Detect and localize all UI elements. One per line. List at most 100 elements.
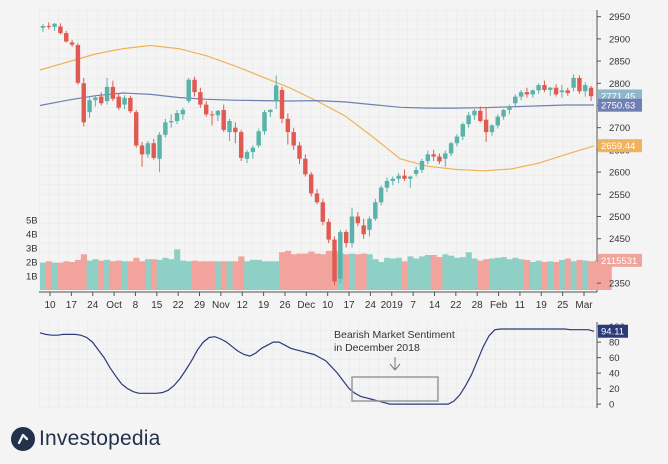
candle-body [320,202,326,222]
volume-bar [360,253,367,290]
candle-body [134,112,139,146]
candle-body [565,90,570,94]
date-tick-label: 8 [133,300,139,311]
volume-bar [162,257,169,290]
candle-body [402,175,407,179]
candle-body [52,23,57,27]
volume-bar [98,260,105,290]
volume-bar [232,261,239,290]
volume-bar [92,259,99,290]
candle-body [355,216,361,224]
price-label-badge [598,98,642,112]
price-panel-grid [39,10,597,292]
candle-body [384,180,390,188]
indicator-value-badge [598,324,628,338]
price-tick-label: 2550 [609,190,630,201]
volume-bar [290,254,297,290]
volume-bar [214,261,222,290]
date-tick-label: Feb [490,300,508,311]
volume-bar [512,257,519,290]
investopedia-logo-icon [11,427,35,451]
volume-bar [419,256,426,290]
date-tick-label: 19 [258,300,270,311]
candle-body [128,97,133,112]
candle-body [571,77,576,88]
candle-body [367,218,372,230]
volume-bar [273,261,280,290]
volume-bar [506,259,513,290]
indicator-tick-label: 20 [609,384,620,395]
volume-bar [244,261,251,290]
candle-body [583,85,588,92]
volume-bar [349,253,356,290]
volume-bar [518,259,525,290]
volume-bar [179,260,187,290]
price-tick-label: 2800 [609,79,630,90]
volume-bar [594,260,601,290]
price-tick-label: 2950 [609,12,630,23]
price-tick-label: 2700 [609,123,630,134]
candle-body [69,42,75,45]
volume-bar [553,262,560,290]
candle-body [396,175,401,179]
candle-body [332,239,337,282]
volume-bar [524,259,531,290]
brand-logo: Investopedia [10,424,161,454]
candle-body [58,26,63,34]
volume-bar [378,262,385,290]
candle-body [378,187,384,203]
indicator-tick-label: 40 [609,369,620,380]
candle-body [209,114,215,116]
volume-bar [308,251,315,290]
candle-body [180,109,186,115]
annotation-line-1: Bearish Market Sentiment [334,329,455,341]
date-tick-label: Dec [297,300,315,311]
volume-bar [366,254,373,290]
date-tick-label: Oct [106,300,122,311]
candle-body [413,169,419,174]
volume-bar [500,257,507,290]
volume-bar [249,259,257,290]
annotation-arrow [389,357,401,371]
volume-bar [477,260,484,290]
moving-average-line [39,92,594,109]
candle-body [349,216,355,244]
indicator-value-text: 94.11 [601,327,624,338]
volume-bar [121,261,128,290]
volume-bar [570,261,577,290]
candle-body [104,86,110,102]
candle-body [495,116,500,126]
indicator-panel [39,328,595,405]
candle-body [174,113,180,122]
volume-bar [564,258,571,290]
candle-body [46,25,51,27]
volume-bar [354,254,362,290]
volume-bar [302,253,309,290]
candle-body [268,109,273,113]
date-tick-label: 12 [237,300,249,311]
volume-bar [541,262,548,290]
volume-bar [454,257,461,290]
volume-bar [203,261,210,290]
volume-bar [185,261,192,290]
date-tick-label: 17 [66,300,78,311]
volume-bar [389,258,397,290]
candle-body [139,145,145,155]
volume-bar [267,261,274,290]
price-label-badge [598,139,642,153]
volume-bar [226,261,233,290]
candle-body [297,145,302,159]
indicator-axis-ticks: 02040608010094.11 [597,322,628,411]
volume-bar [133,257,140,290]
volume-bars [40,249,612,290]
volume-bar [220,261,227,290]
indicator-panel-grid [39,322,597,408]
annotation-line-2: in December 2018 [334,342,420,354]
volume-bar [127,261,134,290]
volume-bar [209,261,216,290]
volume-axis-ticks: 1B 2B 3B 4B 5B [26,216,38,283]
candle-body [483,119,489,133]
candle-body [116,96,121,108]
